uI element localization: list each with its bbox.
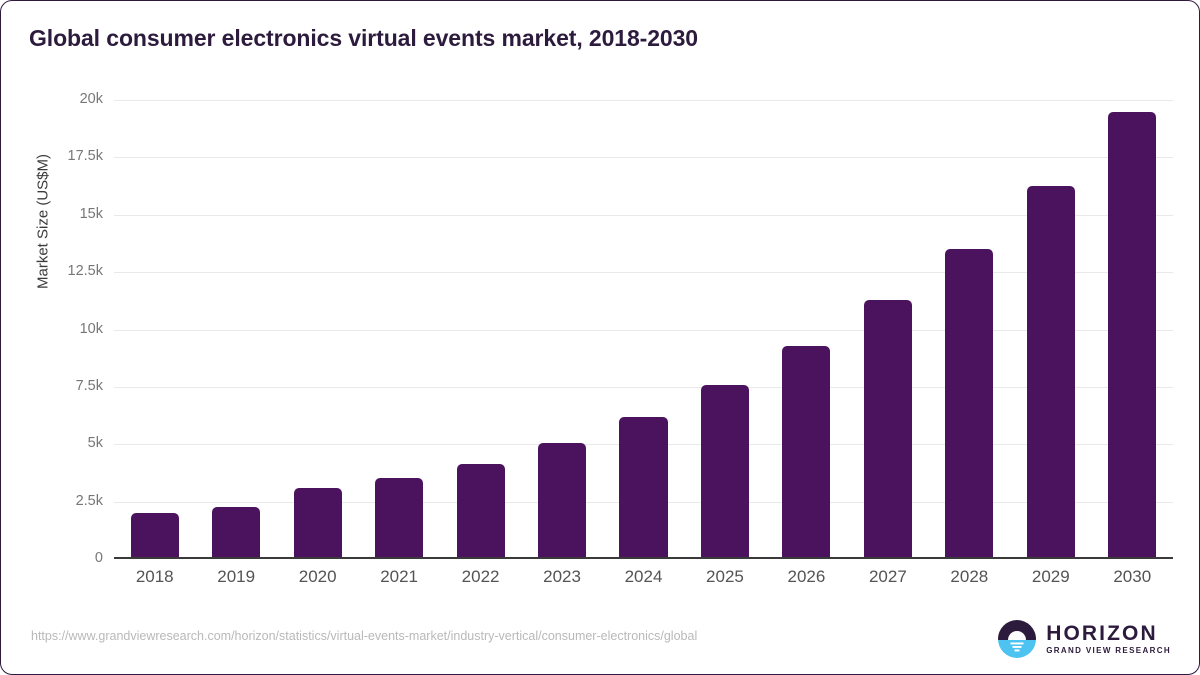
bar[interactable]	[945, 249, 994, 559]
bar[interactable]	[375, 478, 424, 559]
x-axis-tick-label: 2024	[624, 567, 663, 586]
y-axis-tick-label: 17.5k	[67, 148, 103, 165]
x-axis-tick-label: 2020	[298, 567, 337, 586]
x-axis-tick-label: 2029	[1031, 567, 1070, 586]
bar[interactable]	[130, 513, 179, 559]
bar[interactable]	[212, 506, 261, 559]
x-axis-tick-label: 2028	[950, 567, 989, 586]
gridline	[114, 272, 1173, 274]
gridline	[114, 157, 1173, 159]
y-axis-tick-label: 10k	[79, 320, 103, 337]
bar[interactable]	[538, 443, 587, 559]
x-axis-tick-label: 2025	[706, 567, 744, 586]
bar[interactable]	[1026, 186, 1075, 559]
horizon-logo: HORIZON GRAND VIEW RESEARCH	[997, 619, 1171, 659]
gridline	[114, 100, 1173, 101]
bar[interactable]	[782, 346, 831, 559]
bar[interactable]	[456, 463, 505, 559]
bar[interactable]	[293, 488, 342, 559]
x-axis-tick-label: 2021	[380, 567, 419, 586]
bar[interactable]	[619, 416, 668, 559]
x-axis-tick-labels: 2018 2019 2020 2021 2022 2023 2024 2025 2026 2027…	[114, 567, 1173, 597]
bar[interactable]	[863, 300, 912, 559]
y-axis-tick-label: 0	[94, 550, 103, 566]
logo-name: HORIZON	[1046, 622, 1158, 645]
x-axis-tick-label: 2023	[543, 567, 581, 586]
x-axis-line	[114, 557, 1173, 559]
bar[interactable]	[1108, 112, 1157, 559]
horizon-logo-icon	[998, 620, 1037, 658]
x-axis-tick-label: 2018	[135, 567, 174, 586]
y-axis-tick-label: 5k	[87, 435, 103, 452]
gridline	[114, 214, 1173, 216]
gridline	[114, 386, 1173, 388]
x-axis-tick-label: 2027	[868, 567, 907, 586]
x-axis-tick-label: 2030	[1113, 567, 1152, 586]
y-axis-tick-label: 12.5k	[67, 263, 103, 280]
page-title: Global consumer electronics virtual even…	[29, 25, 698, 51]
x-axis-tick-label: 2026	[787, 567, 826, 586]
bar[interactable]	[700, 385, 749, 559]
x-axis-tick-label: 2019	[217, 567, 256, 586]
y-axis-tick-label: 7.5k	[75, 377, 103, 394]
y-axis-tick-label: 15k	[79, 205, 103, 222]
logo-tagline: GRAND VIEW RESEARCH	[1046, 646, 1171, 655]
plot-area	[114, 100, 1173, 559]
y-axis-tick-label: 20k	[79, 91, 103, 107]
source-url[interactable]: https://www.grandviewresearch.com/horizo…	[31, 629, 698, 643]
y-axis-tick-label: 2.5k	[75, 492, 103, 509]
logo-wordmark: HORIZON GRAND VIEW RESEARCH	[1046, 623, 1171, 655]
x-axis-tick-label: 2022	[461, 567, 500, 586]
gridline	[114, 329, 1173, 331]
bar-series	[114, 100, 1173, 559]
